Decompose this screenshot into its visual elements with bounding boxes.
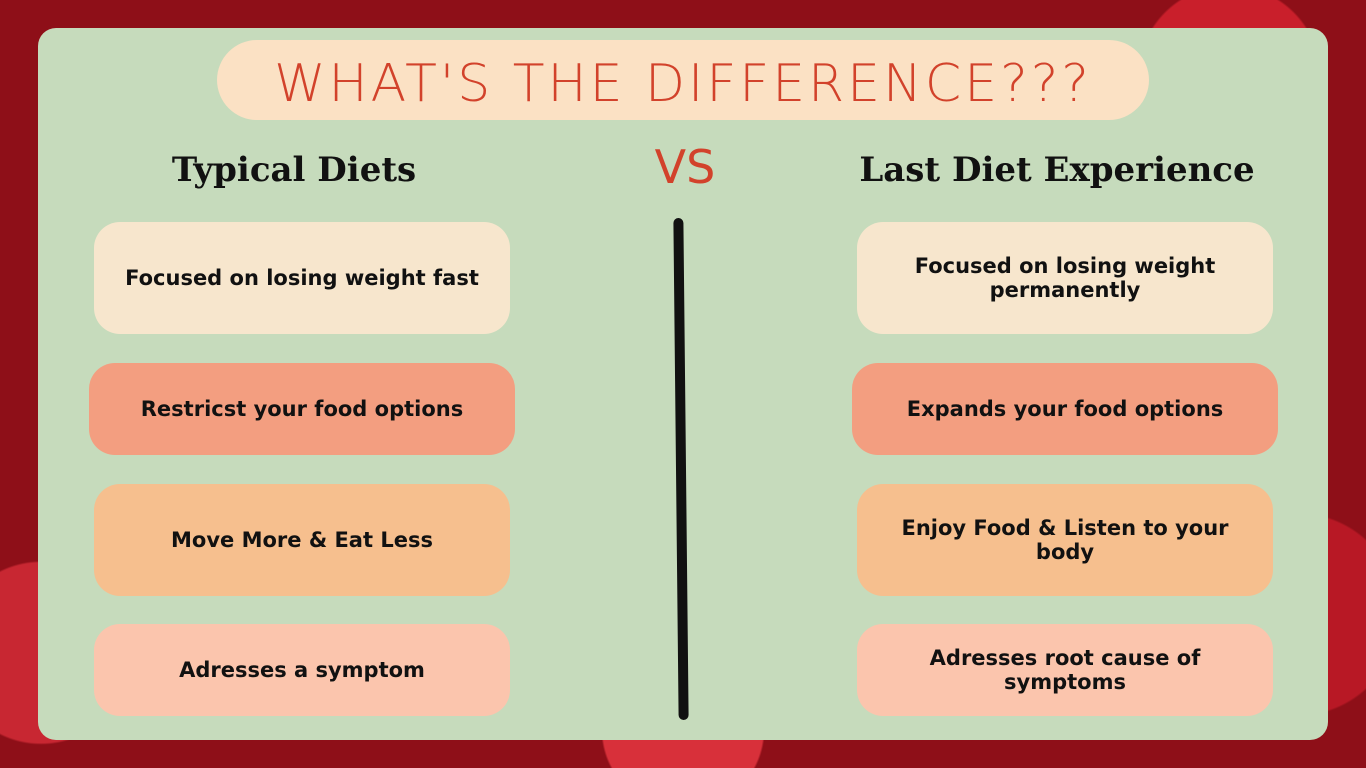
comparison-item: Adresses a symptom	[94, 624, 510, 716]
comparison-item: Focused on losing weight fast	[94, 222, 510, 334]
comparison-item: Expands your food options	[852, 363, 1278, 455]
title: WHAT'S THE DIFFERENCE???	[217, 40, 1149, 120]
comparison-item: Restricst your food options	[89, 363, 515, 455]
column-heading: Last Diet Experience	[859, 150, 1255, 190]
comparison-item: Focused on losing weight permanently	[857, 222, 1273, 334]
vs-label: VS	[654, 140, 716, 194]
comparison-item: Move More & Eat Less	[94, 484, 510, 596]
comparison-item: Enjoy Food & Listen to your body	[857, 484, 1273, 596]
comparison-item: Adresses root cause of symptoms	[857, 624, 1273, 716]
column-heading: Typical Diets	[171, 150, 417, 190]
